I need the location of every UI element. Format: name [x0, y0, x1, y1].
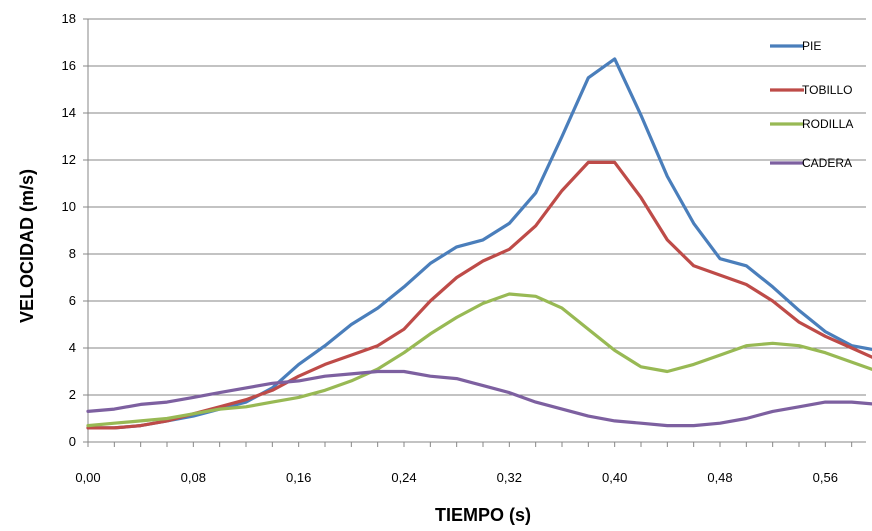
y-tick-label: 6: [69, 293, 76, 308]
grid-lines: [88, 18, 866, 396]
x-tick-label: 0,56: [813, 470, 838, 485]
x-tick-label: 0,08: [181, 470, 206, 485]
y-tick-label: 4: [69, 340, 76, 355]
y-axis-title: VELOCIDAD (m/s): [17, 169, 37, 323]
chart-legend: PIE TOBILLO RODILLA CADERA: [770, 39, 853, 170]
y-tick-label: 16: [62, 58, 76, 73]
y-tick-label: 18: [62, 11, 76, 26]
legend-label-pie: PIE: [802, 39, 821, 53]
x-tick-label: 0,40: [602, 470, 627, 485]
legend-label-tobillo: TOBILLO: [802, 83, 852, 97]
y-tick-label: 8: [69, 246, 76, 261]
x-tick-label: 0,24: [391, 470, 416, 485]
x-tick-label: 0,00: [75, 470, 100, 485]
y-tick-label: 0: [69, 434, 76, 449]
series-line-rodilla: [86, 292, 872, 428]
y-tick-label: 2: [69, 387, 76, 402]
legend-label-rodilla: RODILLA: [802, 117, 853, 131]
series-line-pie: [86, 57, 872, 430]
legend-label-cadera: CADERA: [802, 156, 852, 170]
x-tick-label: 0,32: [497, 470, 522, 485]
series-lines: [86, 57, 872, 430]
y-tick-label: 12: [62, 152, 76, 167]
series-line-tobillo: [86, 160, 872, 430]
chart-axes: [83, 18, 866, 447]
y-tick-label: 10: [62, 199, 76, 214]
series-line-cadera: [86, 369, 872, 428]
x-tick-label: 0,16: [286, 470, 311, 485]
x-tick-label: 0,48: [707, 470, 732, 485]
tick-labels: 0 2 4 6 8 10 12 14 16 18 0,00 0,08 0,16 0,24 0,32 0,40 0…: [62, 11, 838, 485]
x-axis-title: TIEMPO (s): [435, 505, 531, 525]
y-tick-label: 14: [62, 105, 76, 120]
